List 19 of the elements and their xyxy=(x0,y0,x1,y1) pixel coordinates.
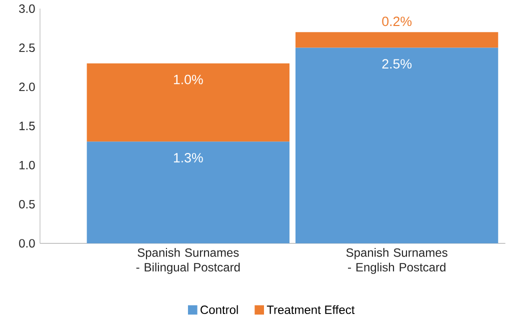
data-label: 0.2% xyxy=(382,16,412,26)
data-label: 1.3% xyxy=(174,153,203,162)
y-tick-label: 0.5 xyxy=(19,200,35,208)
y-tick-label: 1.0 xyxy=(20,160,35,170)
bar xyxy=(86,63,290,142)
legend-label: Control xyxy=(200,305,238,314)
legend-label: Treatment Effect xyxy=(266,305,355,314)
data-label: 2.5% xyxy=(382,59,412,69)
data-label: 1.0% xyxy=(174,74,203,84)
y-tick-label: 2.5 xyxy=(19,44,35,52)
y-tick-label: 1.5 xyxy=(20,122,35,130)
y-tick-label: 0.0 xyxy=(19,239,35,248)
bar xyxy=(86,142,290,244)
y-tick-label: 3.0 xyxy=(19,4,35,13)
x-tick-label: Spanish Surnames - English Postcard xyxy=(346,248,448,274)
bar xyxy=(295,48,498,244)
x-tick-label: Spanish Surnames - Bilingual Postcard xyxy=(136,248,240,274)
y-tick-label: 2.0 xyxy=(19,82,35,92)
bar xyxy=(295,32,498,48)
